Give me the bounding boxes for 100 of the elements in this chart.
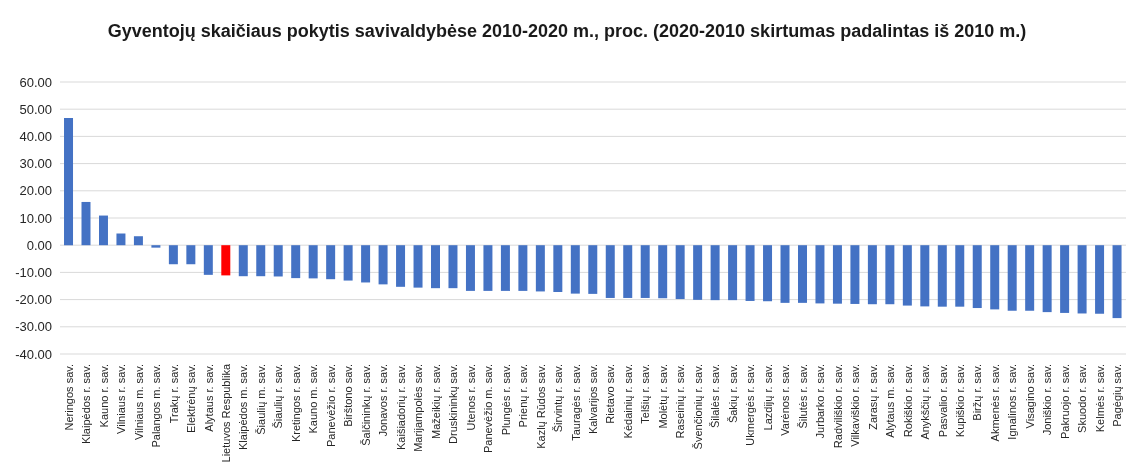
bar (605, 245, 615, 298)
x-tick-label: Šakių r. sav. (726, 364, 739, 424)
x-tick-label: Šiaulių m. sav. (254, 364, 267, 435)
x-tick-label: Telšių r. sav. (639, 364, 652, 424)
x-tick-label: Kėdainių r. sav. (621, 364, 634, 439)
x-tick-label: Lazdijų r. sav. (761, 364, 774, 431)
x-tick-label: Joniškio r. sav. (1041, 364, 1054, 436)
x-tick-label: Alytaus m. sav. (884, 364, 897, 438)
bar (518, 245, 528, 291)
bar (902, 245, 912, 306)
bar (867, 245, 877, 305)
x-tick-label: Trakų r. sav. (167, 364, 180, 424)
x-tick-label: Klaipėdos r. sav. (80, 364, 93, 444)
y-tick-label: 30.00 (19, 156, 52, 172)
x-tick-label: Anykščių r. sav. (919, 364, 932, 440)
y-tick-label: -20.00 (15, 292, 52, 308)
x-tick-label: Pakruojo r. sav. (1058, 364, 1071, 439)
x-tick-label: Ukmergės r. sav. (744, 364, 757, 446)
y-tick-label: -30.00 (15, 319, 52, 335)
bar (920, 245, 930, 307)
x-tick-label: Plungės r. sav. (499, 364, 512, 436)
x-tick-label: Šiaulių r. sav. (272, 364, 285, 429)
x-tick-label: Mažeikių r. sav. (429, 364, 442, 439)
bar (955, 245, 965, 307)
bar (221, 245, 231, 276)
chart-title: Gyventojų skaičiaus pokytis savivaldybėse 2010-2020 m., proc. (2020-2010 skirtumas padalintas iš 2010 m.) (107, 20, 1027, 43)
x-tick-label: Kazlų Rūdos sav. (534, 364, 547, 449)
bar (763, 245, 773, 302)
x-tick-label: Klaipėdos m. sav. (237, 364, 250, 451)
bar (273, 245, 283, 277)
bar (797, 245, 807, 303)
x-tick-label: Vilkaviškio r. sav. (849, 364, 862, 447)
x-tick-label: Šilalės r. sav. (709, 364, 722, 428)
y-tick-label: -40.00 (15, 346, 52, 362)
bar (658, 245, 668, 299)
x-tick-label: Visagino sav. (1023, 364, 1036, 429)
bar (990, 245, 1000, 310)
bar (1112, 245, 1122, 319)
bar (535, 245, 545, 292)
bar (623, 245, 633, 298)
bar (256, 245, 266, 277)
x-tick-label: Šalčininkų r. sav. (359, 364, 372, 446)
bar (675, 245, 685, 300)
x-tick-label: Raseinių r. sav. (674, 364, 687, 439)
x-tick-label: Elektrėnų sav. (185, 364, 198, 433)
x-tick-label: Kupiškio r. sav. (953, 364, 966, 438)
bar (448, 245, 458, 289)
x-tick-label: Biržų r. sav. (971, 364, 984, 421)
x-tick-label: Širvintų r. sav. (552, 364, 565, 433)
x-tick-label: Kaišiadorių r. sav. (394, 364, 407, 451)
bar (1025, 245, 1035, 311)
bar (186, 245, 196, 265)
y-tick-label: 0.00 (26, 237, 52, 253)
bar (937, 245, 947, 307)
bar (710, 245, 720, 301)
x-tick-label: Birštono sav. (342, 364, 355, 427)
x-tick-label: Kretingos r. sav. (289, 364, 302, 443)
bar (1077, 245, 1087, 314)
bar (343, 245, 353, 281)
x-tick-label: Kauno m. sav. (307, 364, 320, 434)
x-tick-label: Jurbarko r. sav. (814, 364, 827, 439)
x-tick-label: Jonavos r. sav. (377, 364, 390, 437)
bar (203, 245, 213, 275)
bar (326, 245, 336, 280)
bar (361, 245, 371, 283)
x-tick-label: Švenčionių r. sav. (691, 364, 704, 450)
x-tick-label: Kalvarijos sav. (587, 364, 599, 435)
x-tick-label: Zarasų r. sav. (866, 364, 879, 430)
bar (588, 245, 598, 294)
x-tick-label: Vilniaus r. sav. (115, 364, 128, 434)
bar (885, 245, 895, 305)
x-tick-label: Lietuvos Respublika (220, 363, 233, 463)
bar (465, 245, 475, 291)
bar (1060, 245, 1070, 313)
bar (133, 236, 143, 246)
bar (832, 245, 842, 304)
bar (396, 245, 406, 287)
bar (98, 215, 108, 246)
bar (64, 117, 74, 246)
y-tick-label: -10.00 (15, 265, 52, 281)
x-tick-label: Pasvalio r. sav. (936, 364, 949, 438)
bar (168, 245, 178, 265)
bar (1007, 245, 1017, 311)
x-tick-label: Neringos sav. (62, 364, 75, 431)
y-tick-label: 10.00 (19, 210, 52, 226)
bar (780, 245, 790, 303)
bar (308, 245, 318, 279)
x-tick-label: Alytaus r. sav. (202, 364, 215, 432)
x-tick-label: Šilutės r. sav. (796, 364, 809, 429)
y-tick-label: 40.00 (19, 129, 52, 145)
x-tick-label: Panevėžio m. sav. (482, 364, 495, 454)
x-tick-label: Pagėgių sav. (1111, 364, 1124, 427)
bar (151, 245, 161, 248)
x-tick-label: Palangos m. sav. (150, 364, 163, 448)
bar (378, 245, 388, 285)
bar (291, 245, 301, 279)
x-tick-label: Prienų r. sav. (517, 364, 530, 428)
x-tick-label: Druskininkų sav. (447, 364, 460, 444)
x-tick-label: Ignalinos r. sav. (1006, 364, 1019, 440)
bar (116, 233, 126, 246)
